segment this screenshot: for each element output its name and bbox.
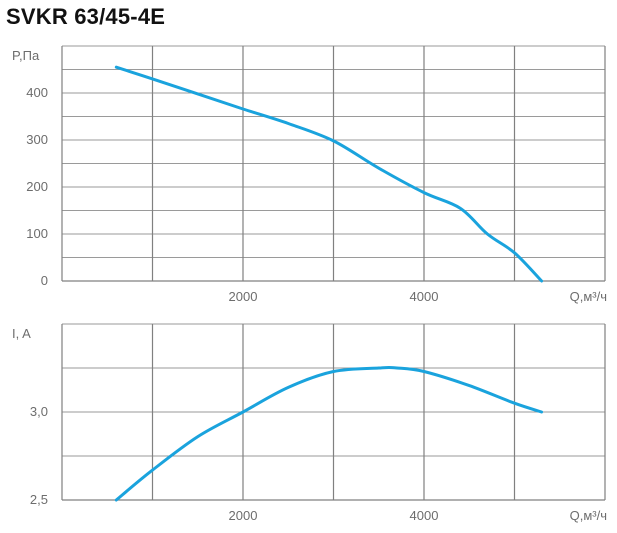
pressure-chart: 0 100 200 300 400 2000 4000 P,Па Q,м³/ч — [12, 45, 607, 304]
y-tick-label: 400 — [26, 85, 48, 100]
y-tick-label: 3,0 — [30, 404, 48, 419]
x-tick-label: 2000 — [229, 289, 258, 304]
y-tick-label: 100 — [26, 226, 48, 241]
x-tick-label: 2000 — [229, 508, 258, 523]
x-axis-label: Q,м³/ч — [570, 289, 607, 304]
y-tick-label: 200 — [26, 179, 48, 194]
y-tick-label: 2,5 — [30, 492, 48, 507]
x-tick-label: 4000 — [410, 508, 439, 523]
x-tick-label: 4000 — [410, 289, 439, 304]
x-axis-label: Q,м³/ч — [570, 508, 607, 523]
chart-title: SVKR 63/45-4E — [6, 4, 166, 29]
y-axis-label: P,Па — [12, 48, 40, 63]
y-tick-label: 0 — [41, 273, 48, 288]
y-tick-label: 300 — [26, 132, 48, 147]
series-line — [114, 366, 544, 502]
y-axis-label: I, A — [12, 326, 31, 341]
series-line — [114, 65, 544, 283]
current-chart: 2,5 3,0 2000 4000 I, A Q,м³/ч — [12, 323, 607, 523]
